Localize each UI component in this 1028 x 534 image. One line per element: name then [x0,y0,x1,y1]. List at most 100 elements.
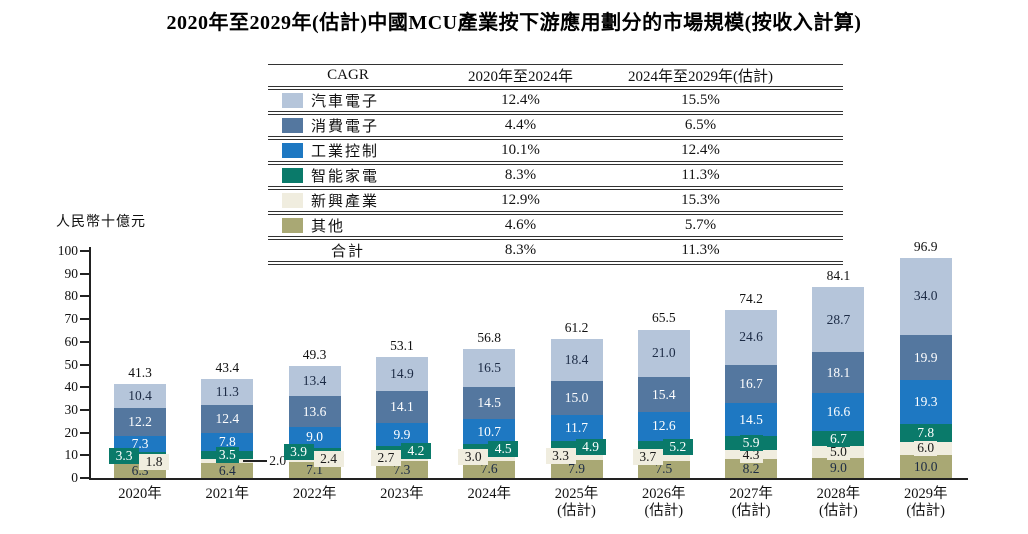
series-color-swatch [282,218,303,233]
bar-value-label: 5.2 [638,438,693,455]
x-axis-category-label: 2022年 [292,486,337,502]
y-axis-unit-label: 人民幣十億元 [56,215,146,230]
cagr-value: 12.9% [501,192,540,208]
x-axis-category-label: 2026年 (估計) [642,486,686,519]
y-axis-tick-label: 40 [64,379,79,395]
bar-segment-其他 [550,460,603,478]
y-axis-tick-mark [80,431,90,434]
bar-segment-消費電子 [725,365,778,404]
y-axis-tick-mark [80,295,90,298]
cagr-value: 11.3% [681,167,720,183]
bar-total-label: 41.3 [128,365,152,381]
bar-segment-智能家電 [637,440,690,453]
series-label: 其他 [311,219,346,235]
cagr-value: 8.3% [504,167,537,183]
bar-value-label: 10.0 [913,458,938,474]
bar-value-label: 11.7 [564,420,589,436]
y-axis-tick-label: 10 [64,447,79,463]
bar-value-label: 21.0 [651,345,676,361]
bar-value-label: 7.3 [131,435,149,451]
bar-segment-新興產業 [725,449,778,460]
bar-segment-汽車電子 [201,379,254,406]
bar-value-label: 7.8 [218,434,236,450]
series-color-swatch [282,93,303,108]
series-label: 消費電子 [311,119,380,135]
bar-total-label: 84.1 [826,268,851,284]
bar-value-label: 7.5 [655,461,673,477]
legend-header-period-2020-2024: 2020年至2024年 [467,69,573,85]
cagr-value: 10.1% [501,142,540,158]
bar-value-label: 4.9 [551,439,606,455]
bar-segment-汽車電子 [375,357,428,392]
bar-segment-汽車電子 [637,329,690,378]
bar-segment-其他 [375,461,428,478]
bar-value-label: 7.1 [306,461,324,477]
bar-value-label: 12.2 [128,413,152,429]
bar-value-label: 5.9 [725,434,777,451]
bar-value-label: 3.0 [458,449,515,466]
legend-header-cagr: CAGR [327,67,369,83]
bar-segment-智能家電 [201,450,254,459]
bar-value-label: 13.6 [302,403,327,419]
legend-header-row: CAGR 2020年至2024年 2024年至2029年(估計) [268,64,843,88]
y-axis-tick-mark [80,318,90,321]
legend-row-emerging-industries: 新興產業 12.9% 15.3% [268,188,843,213]
bar-segment-新興產業 [114,459,166,464]
x-axis-category-label: 2021年 [205,486,250,502]
bar-segment-工業控制 [288,427,341,448]
bar-segment-其他 [114,463,166,478]
bar-segment-汽車電子 [812,287,865,353]
legend-row-auto-electronics: 汽車電子 12.4% 15.5% [268,88,843,113]
bar-value-label: 9.0 [306,429,324,445]
bar-segment-消費電子 [463,386,516,420]
y-axis-tick-label: 80 [64,288,79,304]
bar-value-label: 8.2 [742,460,760,476]
total-row-label: 合計 [330,244,365,260]
bar-value-label: 28.7 [826,311,851,327]
bar-segment-消費電子 [114,407,166,436]
bar-value-label: 4.3 [725,446,777,463]
bar-value-label: 7.6 [480,461,498,477]
bar-value-label: 3.5 [201,446,253,463]
y-axis-tick-label: 50 [64,356,79,372]
legend-row-industrial-control: 工業控制 10.1% 12.4% [268,138,843,163]
bar-value-label: 15.4 [651,386,676,402]
bar-segment-消費電子 [899,334,952,381]
cagr-value: 6.5% [684,117,717,133]
bar-segment-工業控制 [463,419,516,444]
bar-value-label: 19.9 [913,349,938,365]
cagr-value: 4.4% [504,117,537,133]
bar-segment-智能家電 [899,423,952,442]
bar-value-label: 6.4 [218,462,236,478]
bar-value-label: 10.7 [477,423,501,439]
bar-segment-工業控制 [637,412,690,441]
bar-segment-新興產業 [812,446,865,458]
bar-value-label: 7.9 [568,461,585,477]
y-axis-tick-mark [80,408,90,411]
bar-value-label: 3.3 [545,448,603,465]
y-axis-tick-mark [80,386,90,389]
bar-segment-工業控制 [725,403,778,437]
y-axis-tick-mark [80,340,90,343]
x-axis-category-label: 2029年 (估計) [903,486,948,519]
bar-segment-新興產業 [550,452,603,461]
bar-value-label: 16.6 [826,404,851,420]
bar-value-label: 4.2 [376,442,431,459]
bar-total-label: 61.2 [564,320,589,336]
bar-total-label: 43.4 [215,360,240,376]
bar-segment-新興產業 [375,455,428,462]
bar-segment-工業控制 [201,433,254,451]
legend-row-smart-home: 智能家電 8.3% 11.3% [268,163,843,188]
y-axis-tick-label: 20 [64,424,79,440]
bar-segment-工業控制 [899,380,952,424]
bar-segment-新興產業 [637,452,690,461]
bar-value-label: 12.4 [215,411,240,427]
y-axis-tick-mark [80,272,90,275]
x-axis-category-label: 2020年 [118,486,162,502]
bar-segment-其他 [899,455,952,478]
y-axis-tick-mark [80,477,90,479]
y-axis-tick-label: 60 [64,333,79,349]
bar-value-label: 18.1 [826,364,851,380]
x-axis-category-label: 2025年 (估計) [554,486,599,519]
